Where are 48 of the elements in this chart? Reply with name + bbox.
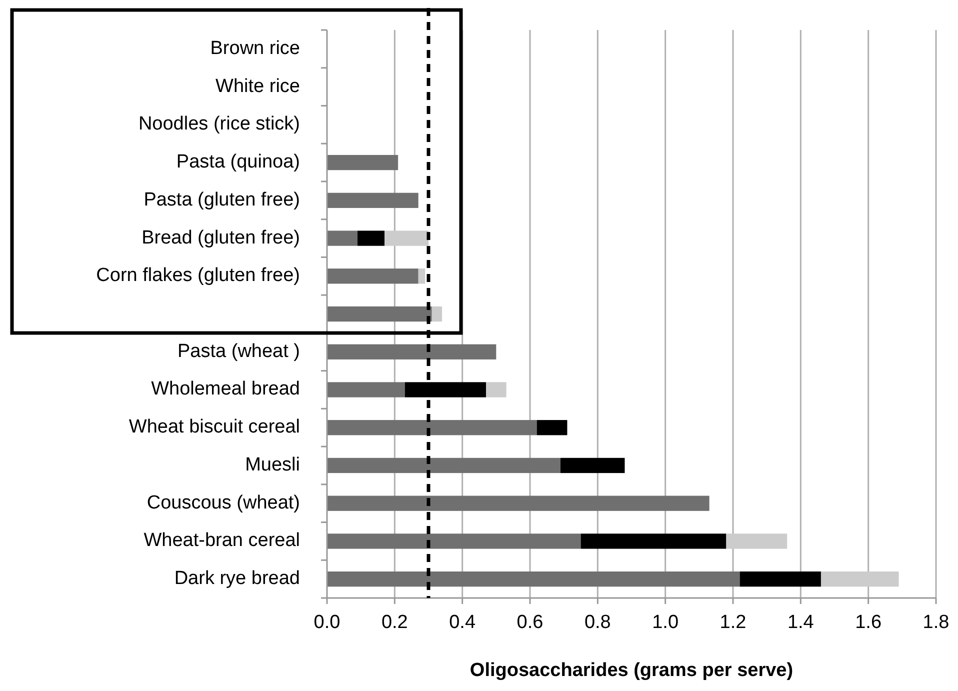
bar	[740, 571, 821, 587]
bar	[327, 306, 432, 322]
bar	[418, 268, 426, 284]
y-tick-label: Wheat-bran cereal	[144, 530, 300, 552]
y-tick-label: Bread (gluten free)	[142, 227, 300, 248]
x-tick-label: 1.0	[652, 612, 679, 633]
y-tick-label: Brown rice	[210, 38, 300, 59]
y-tick-label: Corn flakes (gluten free)	[96, 265, 300, 286]
bar	[820, 571, 899, 587]
x-tick-label: 1.4	[787, 612, 814, 633]
bar	[327, 420, 537, 436]
bar	[327, 230, 358, 246]
bar	[327, 458, 560, 474]
y-tick-label: Pasta (wheat )	[178, 340, 300, 362]
bar	[327, 382, 405, 398]
x-tick-label: 0.2	[381, 612, 408, 633]
bar	[327, 154, 398, 170]
x-tick-label: 1.6	[855, 612, 882, 633]
x-tick-label: 1.2	[720, 612, 746, 633]
x-tick-label: 0.4	[449, 612, 476, 633]
bar	[327, 268, 418, 284]
x-tick-label: 0.0	[314, 612, 340, 633]
bar	[357, 230, 385, 246]
bar	[327, 496, 710, 511]
y-tick-label: Pasta (quinoa)	[176, 152, 300, 173]
y-tick-label: Noodles (rice stick)	[138, 114, 300, 135]
y-tick-label: Wholemeal bread	[151, 378, 300, 400]
bar	[327, 344, 496, 360]
bar	[726, 534, 788, 549]
bar	[327, 192, 418, 208]
bar	[384, 230, 428, 246]
x-tick-label: 0.6	[516, 612, 544, 633]
y-tick-label: White rice	[216, 76, 300, 97]
bar	[560, 458, 625, 474]
bar	[327, 534, 581, 549]
y-tick-label: Pasta (gluten free)	[144, 189, 300, 210]
bar	[432, 306, 442, 322]
x-tick-label: 0.8	[584, 612, 611, 633]
y-tick-label: Wheat biscuit cereal	[128, 416, 300, 438]
x-axis-title: Oligosaccharides (grams per serve)	[470, 660, 794, 681]
y-tick-label: Dark rye bread	[174, 568, 300, 590]
bar	[536, 420, 568, 436]
x-tick-label: 1.8	[922, 612, 950, 633]
y-tick-label: Muesli	[245, 454, 300, 476]
bar	[580, 534, 726, 549]
bar	[486, 382, 506, 398]
y-tick-label: Couscous (wheat)	[146, 492, 300, 514]
bar	[327, 571, 740, 587]
